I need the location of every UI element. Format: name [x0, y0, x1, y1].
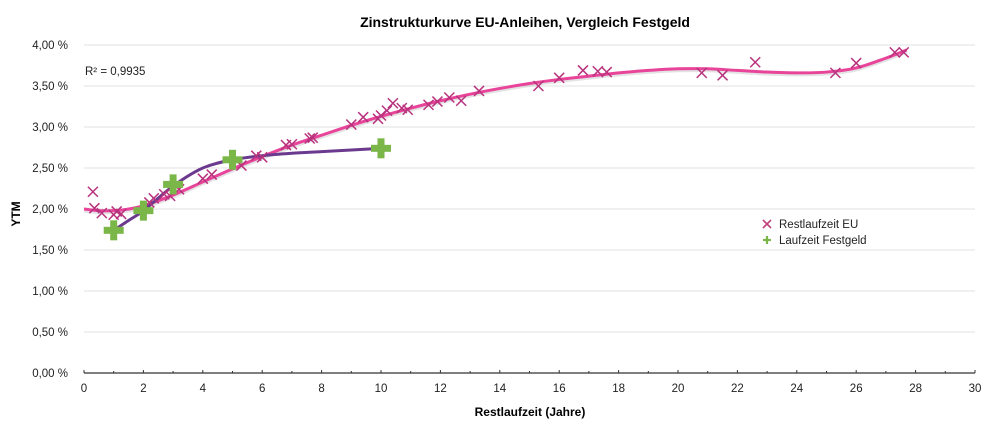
x-marker [601, 66, 613, 78]
festgeld-line [112, 146, 382, 232]
x-marker [749, 56, 761, 68]
x-marker [889, 46, 901, 58]
x-marker [455, 95, 467, 107]
x-tick-label: 22 [731, 383, 744, 395]
x-tick-label: 20 [672, 383, 685, 395]
x-marker [387, 97, 399, 109]
x-tick-label: 4 [200, 383, 207, 395]
festgeld-points [103, 138, 391, 241]
grid-lines [84, 44, 975, 333]
x-marker [553, 72, 565, 84]
x-marker [345, 119, 357, 131]
x-marker [443, 91, 455, 104]
r-squared-annotation: R² = 0,9935 [85, 66, 145, 78]
chart-title: Zinstrukturkurve EU-Anleihen, Vergleich … [360, 14, 690, 30]
x-marker-icon [762, 219, 772, 229]
y-tick-label: 2,00 % [32, 204, 68, 216]
x-marker [577, 64, 589, 76]
x-marker [422, 99, 435, 111]
x-marker [256, 151, 268, 163]
legend-item-eu[interactable]: Restlaufzeit EU [762, 219, 858, 231]
y-tick-label: 2,50 % [32, 163, 68, 175]
x-marker [148, 192, 160, 204]
x-tick-label: 0 [81, 383, 87, 395]
x-tick-label: 30 [969, 383, 982, 395]
x-tick-label: 6 [259, 383, 265, 395]
trendline [83, 48, 908, 215]
x-axis: 0 2 4 6 8 10 12 14 16 18 20 22 24 26 28 30 [81, 370, 982, 395]
x-marker [696, 67, 708, 79]
legend: Restlaufzeit EU Laufzeit Festgeld [762, 219, 867, 247]
x-marker [357, 111, 369, 123]
plus-marker [163, 174, 184, 195]
x-tick-label: 18 [612, 383, 625, 395]
legend-item-festgeld[interactable]: Laufzeit Festgeld [763, 235, 867, 247]
x-marker [898, 46, 910, 58]
y-tick-label: 0,00 % [32, 368, 68, 380]
y-axis-label: YTM [9, 201, 23, 226]
x-marker [87, 186, 99, 198]
x-tick-label: 14 [493, 383, 506, 395]
plus-marker [103, 220, 124, 241]
x-tick-label: 28 [909, 383, 922, 395]
festgeld-curve [112, 146, 382, 232]
y-tick-label: 1,50 % [32, 245, 68, 257]
x-marker [96, 207, 108, 219]
legend-label-festgeld: Laufzeit Festgeld [779, 235, 867, 247]
x-marker [532, 80, 544, 92]
x-marker [717, 69, 729, 81]
x-marker [402, 104, 414, 116]
x-marker [592, 65, 604, 77]
x-marker [286, 138, 298, 150]
x-marker [850, 57, 862, 69]
y-tick-label: 3,00 % [32, 122, 68, 134]
plus-marker [222, 149, 243, 170]
polynomial-trendline [83, 48, 908, 213]
x-marker [829, 67, 841, 79]
x-marker [88, 202, 100, 214]
y-tick-label: 3,50 % [32, 81, 68, 93]
y-tick-label: 4,00 % [32, 40, 68, 52]
x-tick-label: 24 [790, 383, 803, 395]
x-marker [206, 169, 218, 181]
plus-marker [371, 138, 391, 159]
legend-label-eu: Restlaufzeit EU [779, 219, 858, 231]
x-marker [431, 96, 443, 108]
x-marker [307, 132, 319, 144]
x-marker [473, 85, 485, 97]
x-marker [115, 208, 127, 220]
x-tick-label: 2 [140, 383, 146, 395]
y-tick-label: 1,00 % [32, 286, 68, 298]
x-axis-label: Restlaufzeit (Jahre) [475, 405, 586, 419]
x-tick-label: 26 [850, 383, 863, 395]
x-marker [381, 105, 393, 117]
x-tick-label: 10 [375, 383, 388, 395]
x-marker [304, 132, 316, 145]
y-axis-ticks: 0,00 % 0,50 % 1,00 % 1,50 % 2,00 % 2,50 % 3,00… [32, 40, 68, 380]
x-marker [197, 173, 209, 185]
x-tick-label: 12 [434, 383, 447, 395]
plus-marker-icon [763, 236, 771, 244]
x-tick-label: 16 [553, 383, 566, 395]
plus-marker [133, 200, 154, 221]
x-tick-label: 8 [318, 383, 324, 395]
y-tick-label: 0,50 % [32, 327, 68, 339]
